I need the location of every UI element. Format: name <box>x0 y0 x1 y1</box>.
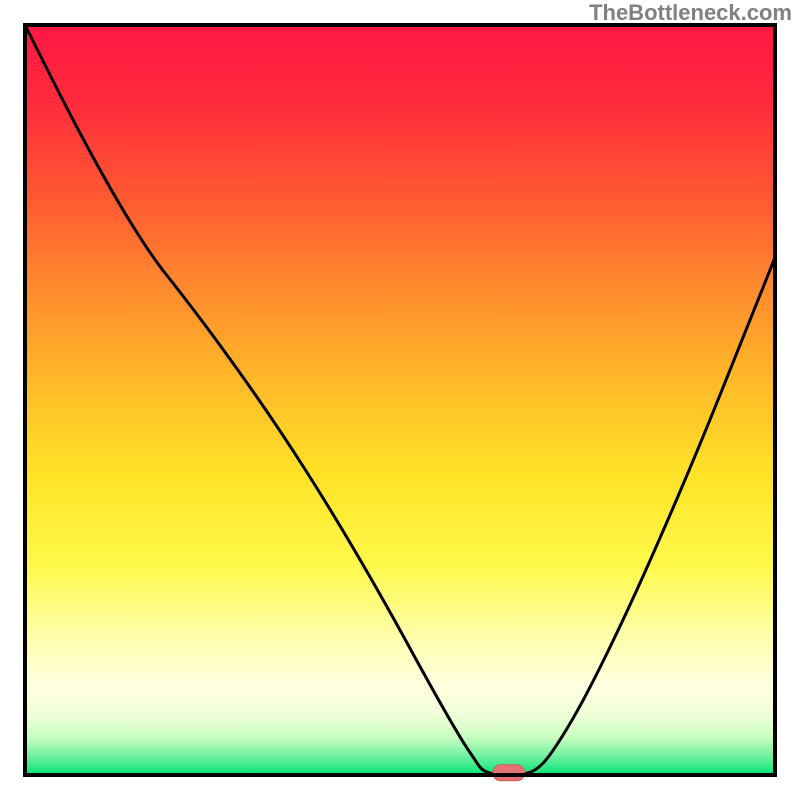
attribution-text: TheBottleneck.com <box>589 0 792 26</box>
optimum-marker <box>493 765 525 781</box>
gradient-background <box>25 25 775 775</box>
chart-container: TheBottleneck.com <box>0 0 800 800</box>
bottleneck-chart <box>0 0 800 800</box>
